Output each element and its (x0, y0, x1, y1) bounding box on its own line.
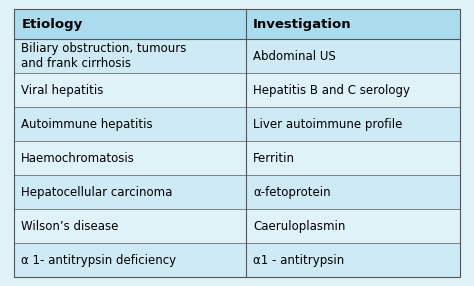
Text: Hepatitis B and C serology: Hepatitis B and C serology (253, 84, 410, 97)
Bar (14, 142, 246, 175)
Bar (246, 243, 460, 277)
Bar (246, 142, 460, 175)
Bar (14, 175, 246, 209)
Text: Autoimmune hepatitis: Autoimmune hepatitis (21, 118, 153, 131)
Text: Abdominal US: Abdominal US (253, 50, 336, 63)
Text: Etiology: Etiology (21, 17, 82, 31)
Bar (14, 39, 246, 74)
Bar (246, 175, 460, 209)
Text: Hepatocellular carcinoma: Hepatocellular carcinoma (21, 186, 173, 199)
Bar (246, 108, 460, 142)
Text: Haemochromatosis: Haemochromatosis (21, 152, 135, 165)
Bar (246, 39, 460, 74)
Text: α1 - antitrypsin: α1 - antitrypsin (253, 254, 344, 267)
Text: α 1- antitrypsin deficiency: α 1- antitrypsin deficiency (21, 254, 176, 267)
Text: Biliary obstruction, tumours
and frank cirrhosis: Biliary obstruction, tumours and frank c… (21, 43, 187, 70)
Bar (14, 74, 246, 108)
Text: Liver autoimmune profile: Liver autoimmune profile (253, 118, 402, 131)
Bar (14, 108, 246, 142)
Bar (246, 209, 460, 243)
Bar (14, 243, 246, 277)
Text: α-fetoprotein: α-fetoprotein (253, 186, 331, 199)
Bar (14, 9, 246, 39)
Bar (246, 9, 460, 39)
Text: Viral hepatitis: Viral hepatitis (21, 84, 104, 97)
Text: Investigation: Investigation (253, 17, 352, 31)
Bar (14, 209, 246, 243)
Text: Caeruloplasmin: Caeruloplasmin (253, 220, 346, 233)
Bar (246, 74, 460, 108)
Text: Wilson’s disease: Wilson’s disease (21, 220, 118, 233)
Text: Ferritin: Ferritin (253, 152, 295, 165)
